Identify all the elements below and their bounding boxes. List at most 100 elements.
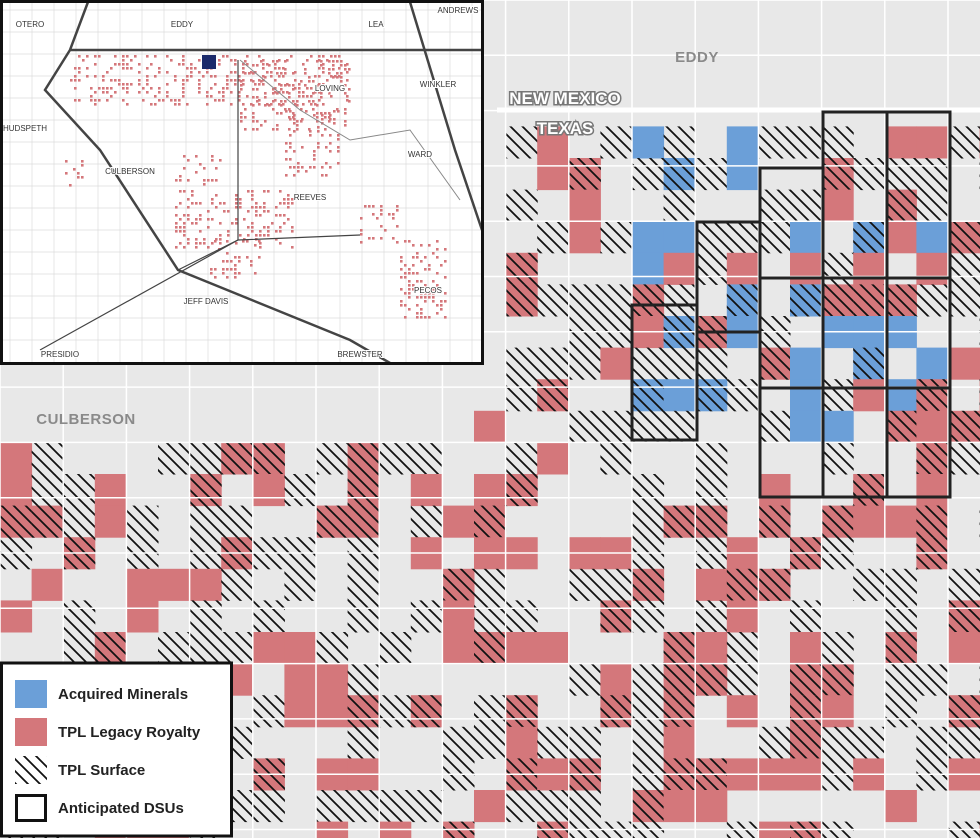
inset-royalty-dot [272,60,275,63]
inset-royalty-dot [329,134,332,137]
inset-royalty-dot [424,296,427,299]
inset-royalty-dot [420,244,423,247]
inset-royalty-dot [158,91,161,94]
inset-royalty-dot [118,63,121,66]
surface [632,726,665,759]
legacy-royalty [94,474,127,507]
inset-royalty-dot [337,162,340,165]
inset-royalty-dot [276,92,279,95]
inset-royalty-dot [329,166,332,169]
inset-royalty-dot [436,248,439,251]
legend-label: Acquired Minerals [58,686,188,703]
inset-royalty-dot [222,260,225,263]
inset-royalty-dot [246,95,249,98]
inset-royalty-dot [195,171,198,174]
surface [474,600,507,633]
inset-county-label: WARD [408,150,432,159]
inset-royalty-dot [174,99,177,102]
inset-royalty-dot [78,55,81,58]
legacy-royalty [663,790,696,823]
inset-royalty-dot [182,95,185,98]
legend-label: TPL Legacy Royalty [58,724,201,741]
inset-royalty-dot [346,71,349,74]
inset-royalty-dot [142,99,145,102]
inset-royalty-dot [264,104,267,107]
surface [0,505,33,538]
inset-royalty-dot [321,114,324,117]
surface [632,600,665,633]
inset-royalty-dot [250,103,253,106]
inset-royalty-dot [293,114,296,117]
inset-royalty-dot [285,150,288,153]
inset-royalty-dot [404,304,407,307]
inset-royalty-dot [74,87,77,90]
inset-royalty-dot [246,55,249,58]
inset-royalty-dot [239,206,242,209]
inset-royalty-dot [334,75,337,78]
legend: Acquired Minerals TPL Legacy Royalty TPL… [0,661,233,838]
inset-royalty-dot [432,280,435,283]
surface [600,442,633,475]
inset-royalty-dot [305,110,308,113]
surface [600,221,633,254]
inset-royalty-dot [289,146,292,149]
inset-royalty-dot [284,100,287,103]
inset-royalty-dot [376,217,379,220]
surface [600,410,633,443]
inset-royalty-dot [246,256,249,259]
inset-royalty-dot [82,59,85,62]
surface [600,126,633,159]
inset-royalty-dot [254,244,257,247]
inset-royalty-dot [337,134,340,137]
acquired-minerals [663,379,696,412]
inset-royalty-dot [308,80,311,83]
inset-royalty-dot [175,222,178,225]
surface [63,474,96,507]
inset-royalty-dot [346,99,349,102]
inset-royalty-dot [218,91,221,94]
legacy-royalty [316,663,349,696]
inset-royalty-dot [288,84,291,87]
inset-royalty-dot [230,59,233,62]
inset-royalty-dot [302,95,305,98]
inset-royalty-dot [336,108,339,111]
inset-royalty-dot [126,83,129,86]
inset-royalty-dot [404,240,407,243]
inset-royalty-dot [404,264,407,267]
surface [948,284,980,317]
inset-royalty-dot [198,59,201,62]
inset-royalty-dot [404,272,407,275]
inset-royalty-dot [444,316,447,319]
surface [790,600,823,633]
surface [474,632,507,665]
inset-royalty-dot [166,55,169,58]
inset-royalty-dot [297,170,300,173]
surface [568,790,601,823]
inset-royalty-dot [230,260,233,263]
inset-royalty-dot [126,63,129,66]
inset-royalty-dot [166,71,169,74]
inset-royalty-dot [432,292,435,295]
inset-royalty-dot [240,84,243,87]
inset-royalty-dot [78,99,81,102]
inset-royalty-dot [183,214,186,217]
surface [948,600,980,633]
inset-royalty-dot [211,242,214,245]
inset-royalty-dot [294,71,297,74]
inset-royalty-dot [199,230,202,233]
inset-royalty-dot [255,210,258,213]
inset-royalty-dot [286,83,289,86]
inset-royalty-dot [312,92,315,95]
inset-royalty-dot [320,60,323,63]
inset-royalty-dot [328,112,331,115]
surface [884,632,917,665]
legacy-royalty [442,632,475,665]
inset-royalty-dot [340,88,343,91]
legacy-royalty [790,252,823,285]
inset-royalty-dot [344,68,347,71]
legacy-royalty [853,379,886,412]
inset-royalty-dot [333,118,336,121]
legacy-royalty [758,474,791,507]
acquired-minerals [821,410,854,443]
